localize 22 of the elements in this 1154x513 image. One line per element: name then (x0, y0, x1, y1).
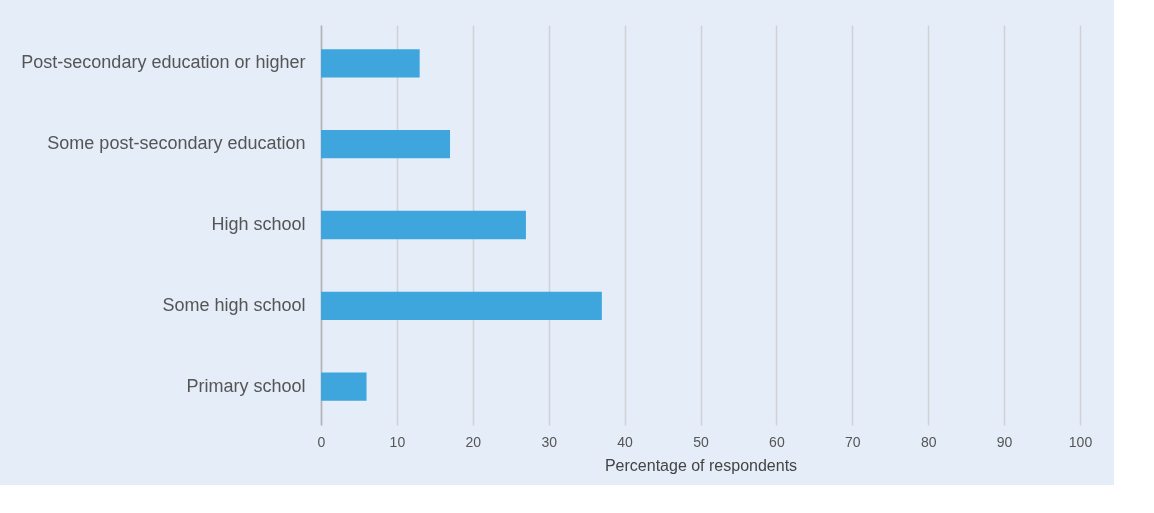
x-tick-label: 10 (389, 433, 406, 450)
x-tick-label: 90 (996, 433, 1013, 450)
bar (321, 130, 451, 159)
y-tick-label: Post-secondary education or higher (21, 52, 306, 73)
x-tick-label: 30 (541, 433, 558, 450)
x-tick-label: 60 (769, 433, 785, 450)
x-tick-label: 0 (317, 433, 326, 450)
y-tick-label: High school (211, 214, 306, 234)
x-axis-title: Percentage of respondents (604, 456, 798, 474)
bar (321, 291, 602, 320)
y-tick-label: Some post-secondary education (47, 133, 306, 154)
bar (321, 210, 526, 240)
x-tick-label: 20 (465, 433, 482, 450)
bar (321, 372, 367, 401)
x-tick-label: 70 (845, 433, 861, 450)
x-tick-label: 50 (693, 433, 709, 450)
y-tick-label: Some high school (162, 294, 306, 315)
x-tick-label: 80 (920, 433, 937, 450)
bar (321, 49, 420, 78)
x-tick-label: 40 (617, 433, 634, 450)
x-tick-label: 100 (1068, 433, 1093, 450)
y-tick-label: Primary school (186, 375, 306, 396)
